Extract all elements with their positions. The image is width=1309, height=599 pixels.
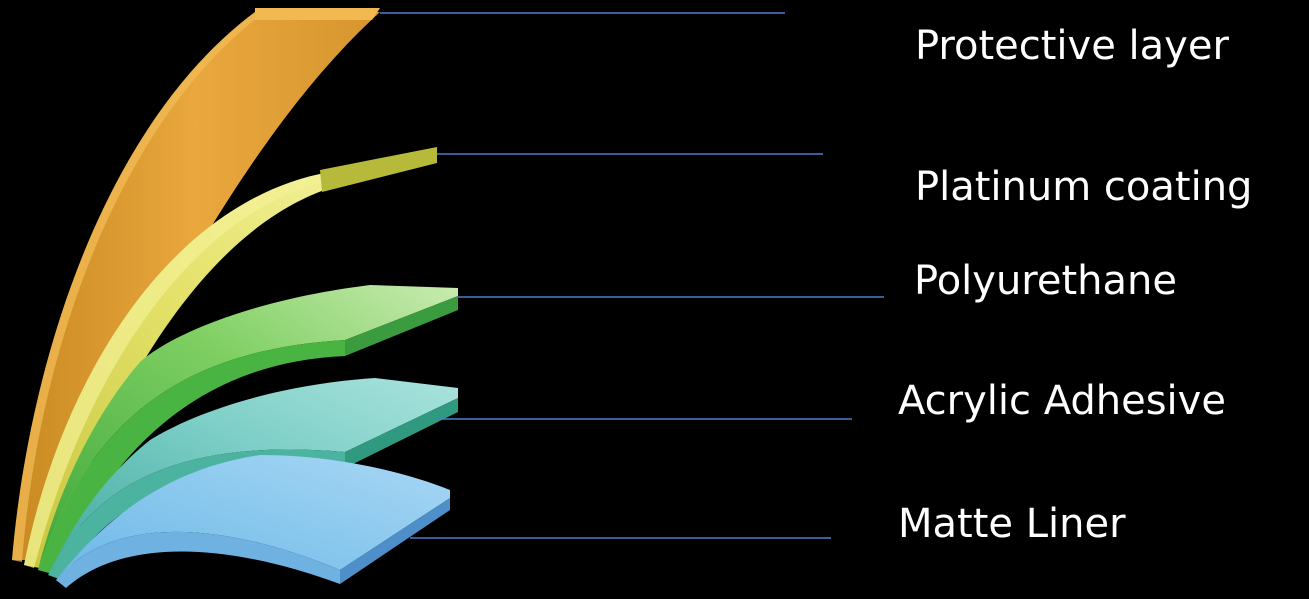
label-platinum-coating: Platinum coating (915, 164, 1253, 210)
label-protective-layer: Protective layer (915, 23, 1229, 69)
label-matte-liner: Matte Liner (898, 501, 1126, 547)
polyurethane-shape (38, 285, 458, 575)
matte-liner-shape (56, 455, 450, 588)
label-acrylic-adhesive: Acrylic Adhesive (898, 378, 1226, 424)
label-polyurethane: Polyurethane (914, 258, 1177, 304)
